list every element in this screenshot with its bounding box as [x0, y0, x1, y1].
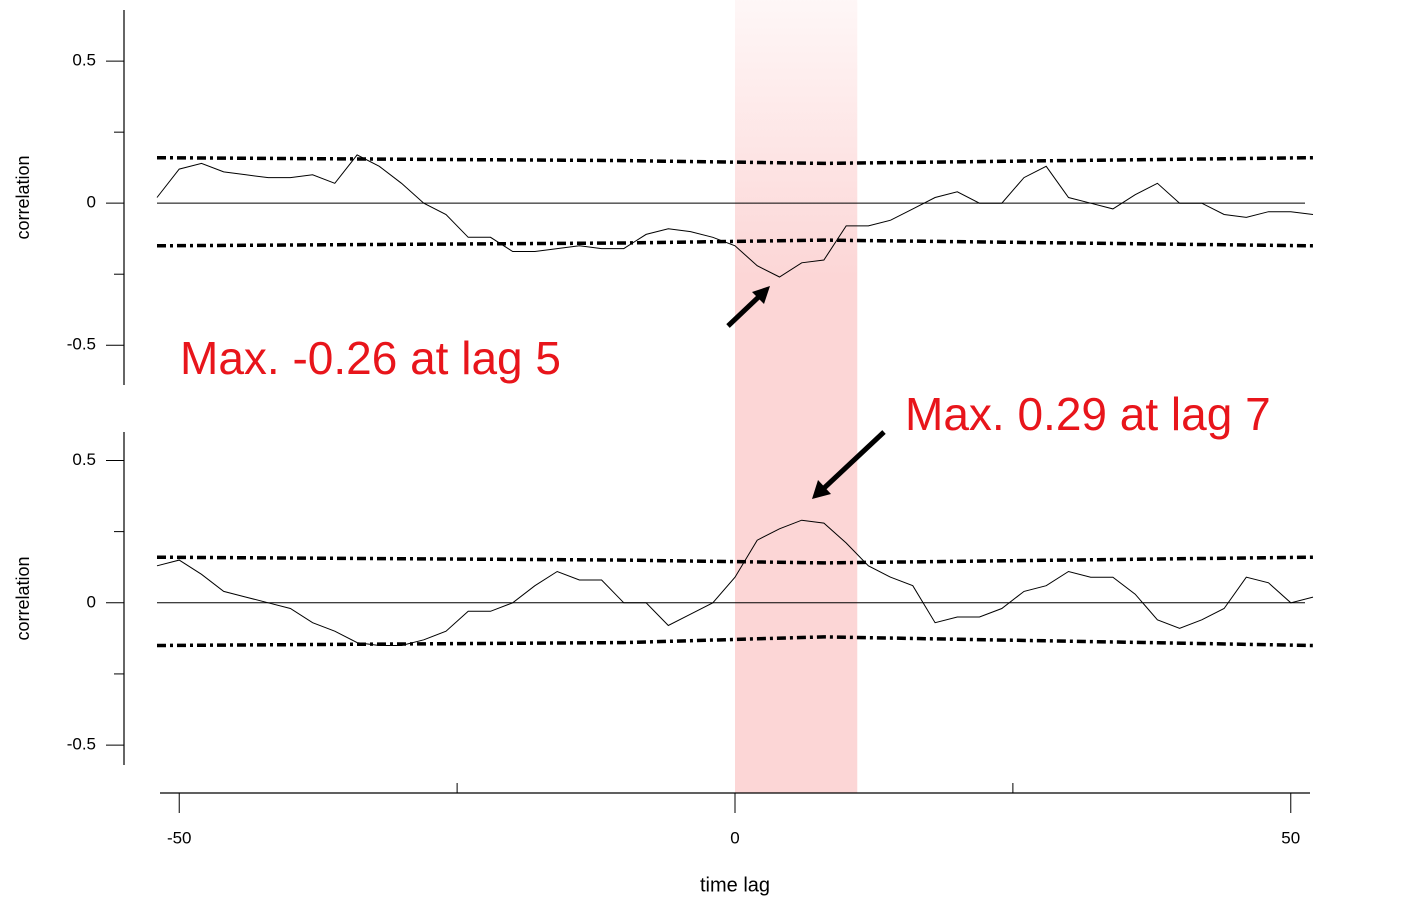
y-axis-label: correlation: [13, 556, 33, 640]
y-tick-label: 0.5: [72, 450, 96, 469]
chart: 0.5 0 -0.5 correlation 0.5 0 -0.5 correlation -5…: [0, 0, 1416, 903]
x-tick-label: 0: [730, 828, 739, 847]
plots: 0.5 0 -0.5 correlation 0.5 0 -0.5 correlation -5…: [13, 10, 1313, 896]
y-axis-label: correlation: [13, 155, 33, 239]
y-tick-label: -0.5: [67, 335, 96, 354]
x-tick-label: -50: [167, 828, 192, 847]
y-tick-label: 0: [87, 592, 96, 611]
y-tick-label: -0.5: [67, 735, 96, 754]
x-tick-label: 50: [1281, 828, 1300, 847]
highlight-band: [735, 0, 857, 793]
x-axis-label: time lag: [700, 874, 770, 896]
annotation: Max. 0.29 at lag 7: [905, 388, 1271, 440]
y-tick-label: 0.5: [72, 51, 96, 70]
y-tick-label: 0: [87, 193, 96, 212]
annotation: Max. -0.26 at lag 5: [180, 332, 561, 384]
highlight-layer: [735, 0, 857, 793]
